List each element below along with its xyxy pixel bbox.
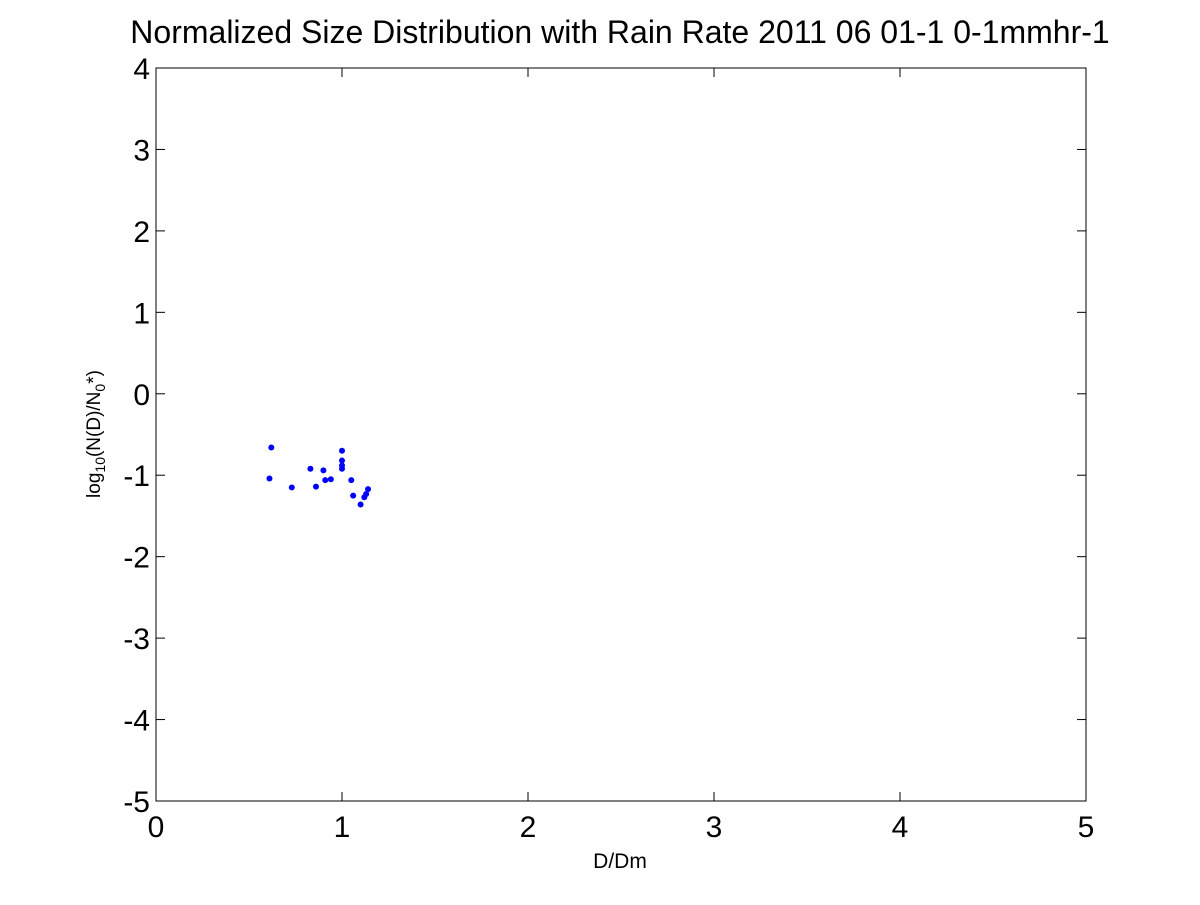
y-label-subscript-2: 0: [92, 384, 108, 392]
y-tick-label: 0: [133, 379, 150, 412]
data-point: [350, 492, 357, 499]
x-tick-label: 5: [1078, 811, 1095, 844]
data-point: [348, 477, 355, 484]
chart-title: Normalized Size Distribution with Rain R…: [130, 14, 1109, 50]
axis-ticks: [155, 67, 1087, 802]
y-tick-label: 4: [133, 53, 150, 86]
x-tick-label: 3: [706, 811, 723, 844]
y-tick-label: -4: [123, 705, 150, 738]
y-tick-label: -2: [123, 542, 150, 575]
data-point: [268, 444, 275, 451]
x-axis-label: D/Dm: [593, 850, 647, 873]
data-point: [266, 475, 273, 482]
data-points: [266, 444, 372, 508]
data-point: [363, 490, 370, 497]
data-point: [339, 447, 345, 454]
data-point: [307, 465, 314, 472]
y-tick-label: 3: [133, 134, 150, 167]
y-tick-label: 2: [133, 216, 150, 249]
y-label-subscript-1: 10: [92, 457, 108, 473]
plot-area-border: [155, 67, 1087, 802]
x-tick-label: 4: [892, 811, 909, 844]
y-label-prefix: log: [84, 473, 105, 498]
axis-tick-labels: 0 1 2 3 4 5 -5 -4 -3 -2 -1 0 1 2 3 4: [123, 53, 1094, 844]
y-tick-label: -1: [123, 460, 150, 493]
x-tick-label: 0: [148, 811, 165, 844]
x-tick-label: 1: [334, 811, 351, 844]
y-tick-label: -3: [123, 623, 150, 656]
data-point: [288, 484, 295, 491]
data-point: [312, 483, 319, 490]
data-point: [327, 476, 334, 483]
x-tick-label: 2: [520, 811, 537, 844]
y-tick-label: -5: [123, 786, 150, 819]
y-tick-label: 1: [133, 297, 150, 330]
data-point: [339, 457, 345, 464]
data-point: [357, 501, 364, 508]
y-axis-label: log10(N(D)/N0*): [84, 370, 108, 498]
y-label-middle: (N(D)/N: [84, 392, 105, 457]
plot-frame: [155, 67, 1087, 802]
y-label-suffix: *): [84, 370, 105, 384]
data-point: [320, 467, 327, 474]
data-point: [322, 477, 329, 484]
data-point: [339, 465, 345, 472]
data-point: [365, 486, 372, 493]
